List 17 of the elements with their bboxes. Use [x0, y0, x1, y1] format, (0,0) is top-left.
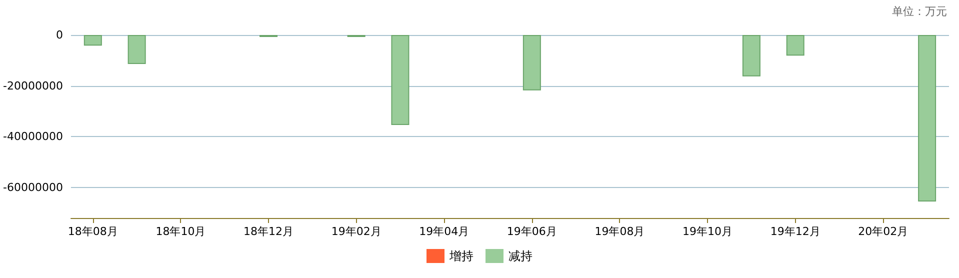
- text: 单位：万元: [892, 5, 947, 18]
- x-tick-label: 19年08月: [594, 225, 645, 238]
- y-tick-label: -60000000: [2, 181, 63, 194]
- x-tick-label: 19年04月: [419, 225, 470, 238]
- legend-label: 增持: [448, 249, 474, 263]
- x-tick-label: 19年12月: [770, 225, 820, 238]
- x-tick-label: 18年08月: [68, 225, 118, 238]
- y-tick-label: -40000000: [2, 130, 63, 144]
- y-tick-label: -20000000: [2, 79, 63, 92]
- legend-label: 减持: [508, 249, 532, 263]
- x-tick-label: 19年10月: [682, 225, 733, 238]
- x-tick-label: 19年02月: [331, 225, 382, 238]
- y-tick-label: 0: [56, 28, 63, 42]
- x-tick-label: 18年10月: [156, 225, 206, 238]
- x-tick-label: 18年12月: [244, 225, 294, 238]
- x-tick-label: 19年06月: [506, 225, 557, 238]
- x-tick-label: 20年02月: [858, 225, 908, 238]
